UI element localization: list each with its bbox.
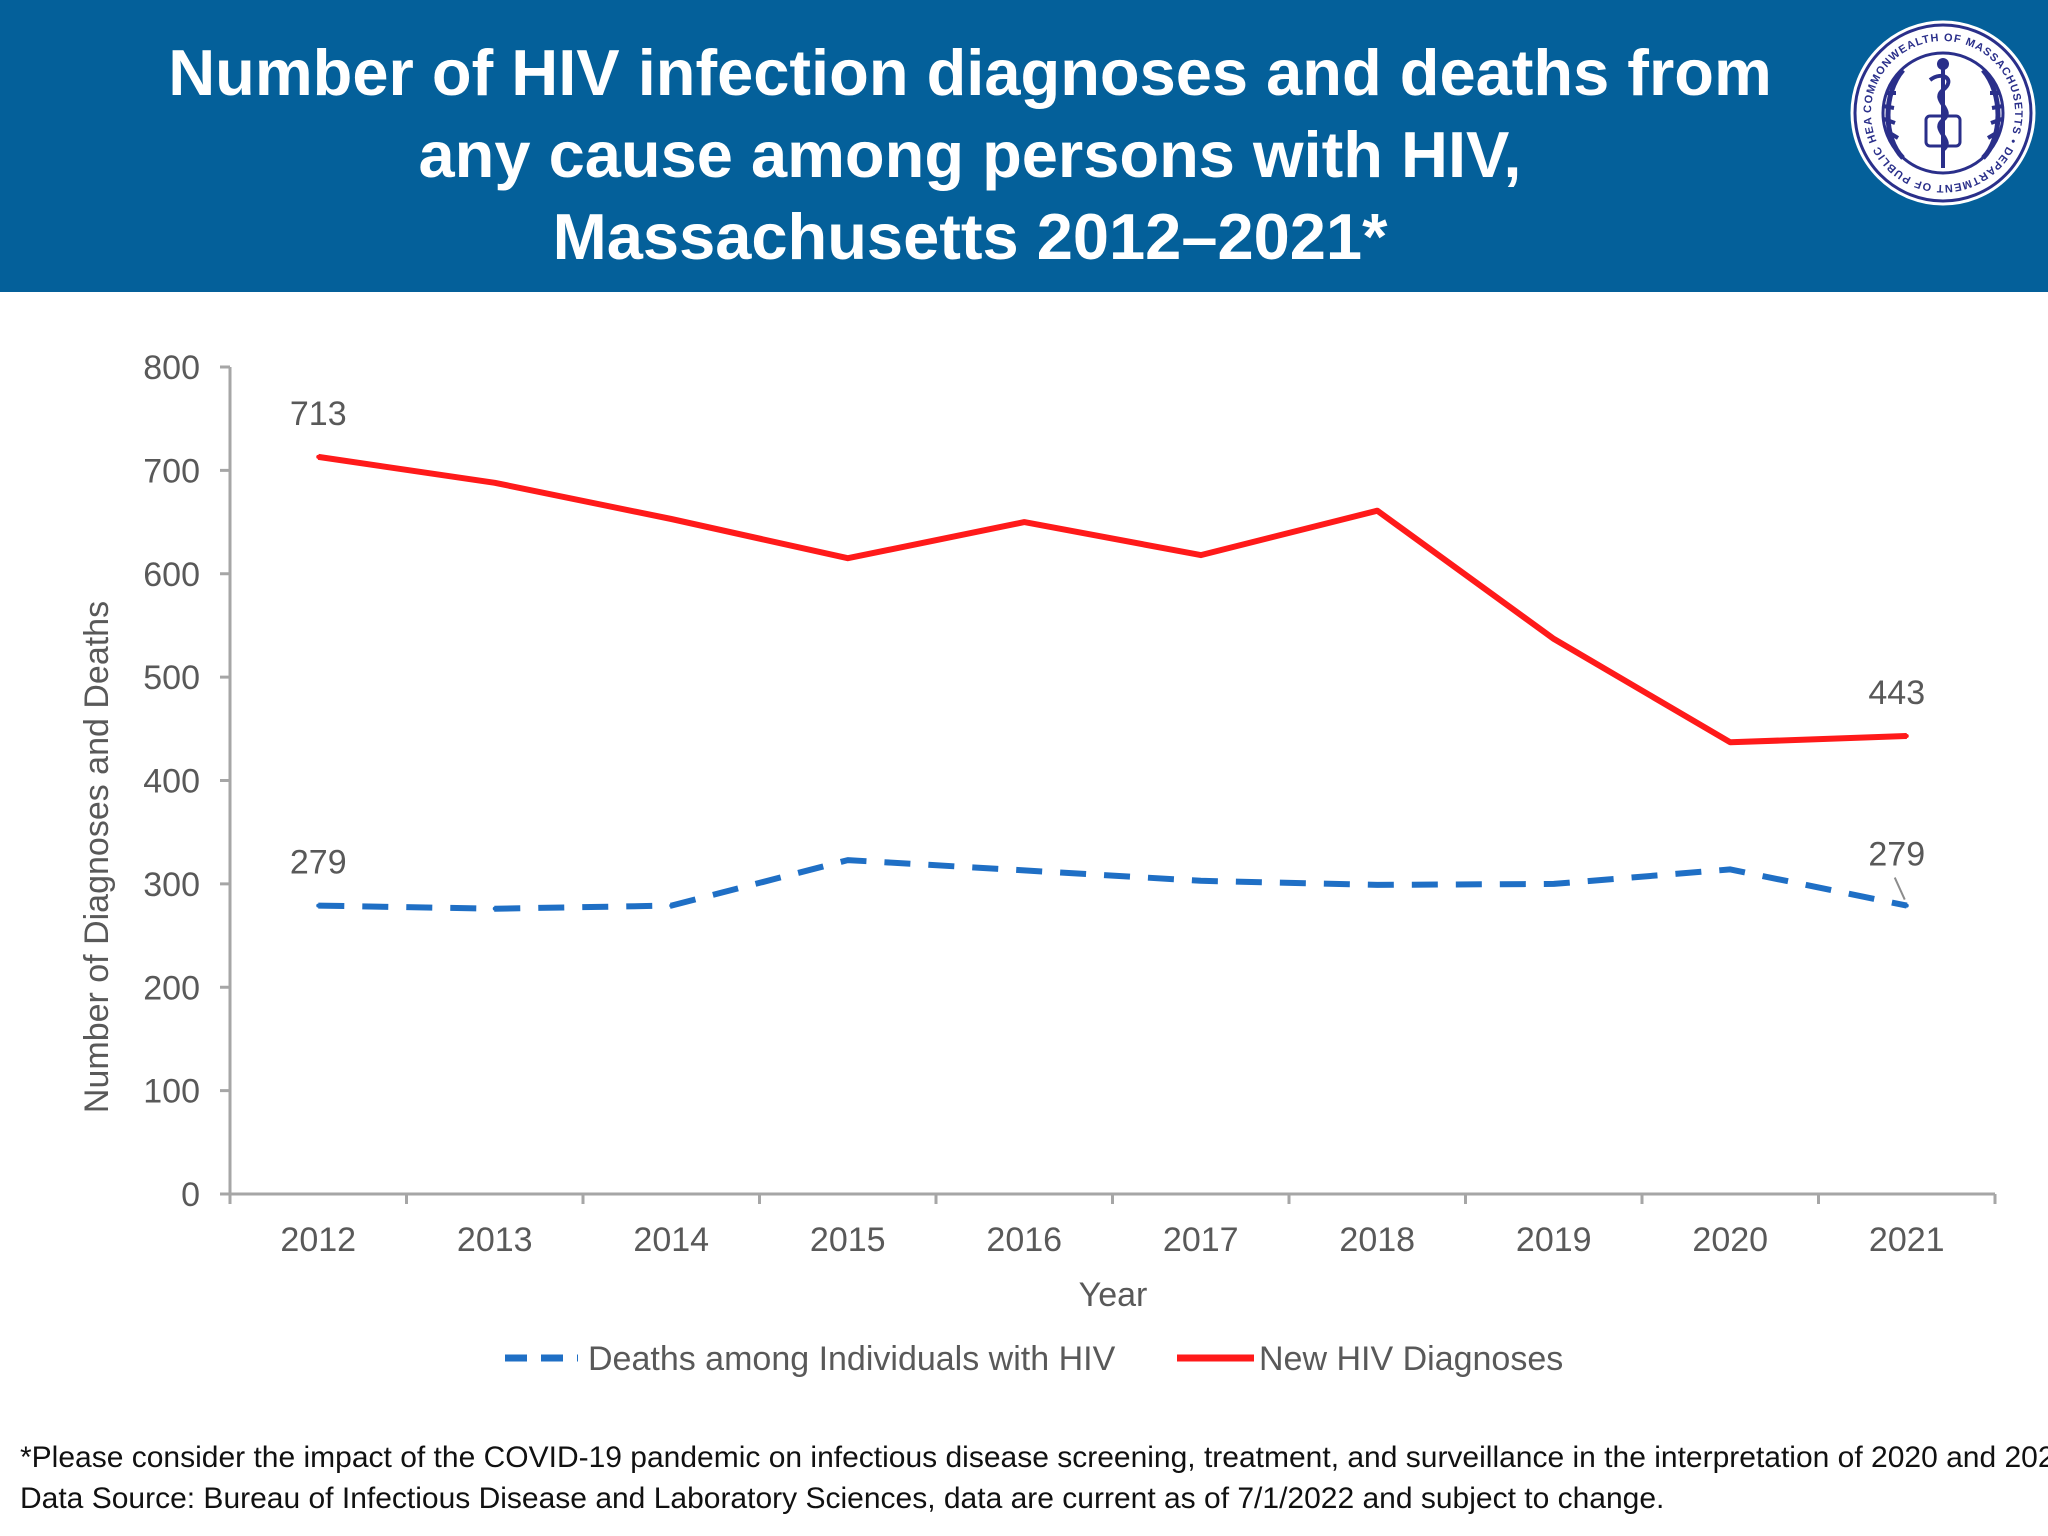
- y-tick-label: 100: [143, 1073, 200, 1111]
- x-tick-label: 2020: [1692, 1221, 1768, 1259]
- x-tick-label: 2015: [810, 1221, 886, 1259]
- deaths-point-2017: [1198, 878, 1203, 883]
- x-axis-title: Year: [1079, 1276, 1148, 1314]
- diagnoses-series-line: [317, 453, 1907, 746]
- x-tick-label: 2013: [457, 1221, 533, 1259]
- deaths-point-2014: [669, 903, 674, 908]
- dph-seal-logo: COMMONWEALTH OF MASSACHUSETTS • DEPARTME…: [1848, 18, 2036, 206]
- x-tick-label: 2019: [1516, 1221, 1592, 1259]
- diagnoses-point-2021: [1904, 734, 1909, 739]
- y-tick-label: 700: [143, 452, 200, 490]
- y-tick-label: 0: [181, 1176, 200, 1214]
- deaths-label-leader-line: [1893, 877, 1906, 900]
- diagnoses-point-2020: [1728, 740, 1733, 745]
- x-tick-label: 2021: [1869, 1221, 1945, 1259]
- diagnoses-data-label-2012: 713: [290, 395, 347, 433]
- y-tick-label: 600: [143, 556, 200, 594]
- footnote-data-source: Data Source: Bureau of Infectious Diseas…: [20, 1482, 1665, 1515]
- diagnoses-point-2019: [1551, 636, 1556, 641]
- diagnoses-point-2016: [1022, 520, 1027, 525]
- deaths-point-2016: [1022, 868, 1027, 873]
- deaths-point-2021: [1904, 903, 1909, 908]
- y-axis-title: Number of Diagnoses and Deaths: [78, 601, 116, 1113]
- title-banner: Number of HIV infection diagnoses and de…: [0, 0, 2048, 292]
- deaths-point-2018: [1375, 882, 1380, 887]
- series-lines: [316, 453, 1909, 912]
- y-tick-label: 200: [143, 969, 200, 1007]
- diagnoses-point-2017: [1198, 553, 1203, 558]
- chart-title: Number of HIV infection diagnoses and de…: [60, 32, 1880, 278]
- legend: Deaths among Individuals with HIV New HI…: [505, 1340, 1563, 1378]
- x-tick-label: 2017: [1163, 1221, 1239, 1259]
- diagnoses-point-2015: [845, 556, 850, 561]
- deaths-point-2020: [1728, 867, 1733, 872]
- diagnoses-point-2014: [669, 516, 674, 521]
- diagnoses-data-label-2021: 443: [1868, 674, 1925, 712]
- diagnoses-point-2018: [1375, 508, 1380, 513]
- y-tick-label: 800: [143, 349, 200, 387]
- x-tick-label: 2014: [633, 1221, 709, 1259]
- deaths-point-2013: [492, 906, 497, 911]
- deaths-data-label-2021: 279: [1868, 836, 1925, 874]
- deaths-series-line: [318, 857, 1908, 912]
- y-axis: 0 100 200 300 400 500 600 700 800: [143, 349, 232, 1214]
- x-tick-label: 2018: [1339, 1221, 1415, 1259]
- y-tick-label: 400: [143, 763, 200, 801]
- legend-label-deaths: Deaths among Individuals with HIV: [588, 1340, 1116, 1378]
- title-line-1: Number of HIV infection diagnoses and de…: [168, 36, 1772, 109]
- deaths-point-2012: [316, 903, 321, 908]
- x-tick-label: 2016: [986, 1221, 1062, 1259]
- footnote: *Please consider the impact of the COVID…: [20, 1437, 2048, 1519]
- title-line-3: Massachusetts 2012–2021*: [552, 200, 1388, 273]
- diagnoses-point-2012: [316, 454, 321, 459]
- legend-label-diagnoses: New HIV Diagnoses: [1259, 1340, 1563, 1378]
- title-line-2: any cause among persons with HIV,: [418, 118, 1522, 191]
- deaths-data-label-2012: 279: [290, 844, 347, 882]
- data-labels: 279 279 713 443: [290, 395, 1925, 900]
- y-tick-label: 500: [143, 659, 200, 697]
- y-tick-label: 300: [143, 866, 200, 904]
- diagnoses-point-2013: [492, 480, 497, 485]
- x-tick-label: 2012: [280, 1221, 356, 1259]
- x-axis: 2012 2013 2014 2015 2016 2017 2018 2019 2020 2021: [228, 1192, 1997, 1259]
- deaths-point-2019: [1551, 881, 1556, 886]
- deaths-point-2015: [845, 858, 850, 863]
- footnote-covid-note: *Please consider the impact of the COVID…: [20, 1441, 2048, 1474]
